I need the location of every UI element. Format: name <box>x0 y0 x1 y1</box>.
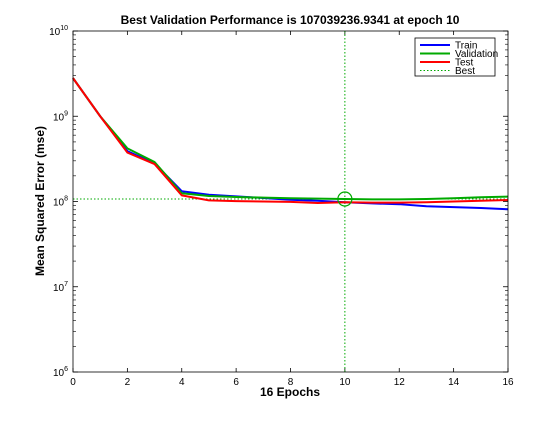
x-tick-label: 8 <box>288 377 294 388</box>
plot-frame <box>72 30 509 373</box>
y-tick-base: 10 <box>53 198 65 209</box>
y-axis-label: Mean Squared Error (mse) <box>33 126 47 276</box>
x-tick-label: 16 <box>502 377 514 388</box>
y-tick-label: 109 <box>53 110 68 123</box>
x-tick-label: 10 <box>339 377 351 388</box>
x-axis-label: 16 Epochs <box>260 385 320 399</box>
x-tick-label: 4 <box>179 377 185 388</box>
best-point-circle <box>337 191 353 207</box>
best-marker <box>337 191 353 207</box>
y-tick-exponent: 9 <box>64 110 68 117</box>
series-lines <box>72 77 509 211</box>
y-tick-label: 108 <box>53 196 68 209</box>
series-line-test <box>72 77 509 205</box>
series-line-validation <box>72 77 509 201</box>
x-tick-label: 6 <box>233 377 239 388</box>
y-tick-base: 10 <box>53 368 65 379</box>
y-tick-label: 1010 <box>49 25 68 38</box>
y-tick-base: 10 <box>49 27 61 38</box>
x-tick-label: 2 <box>125 377 131 388</box>
x-tick-label: 0 <box>70 377 76 388</box>
y-tick-base: 10 <box>53 112 65 123</box>
legend-label-best: Best <box>455 66 475 77</box>
y-tick-base: 10 <box>53 283 65 294</box>
y-tick-exponent: 8 <box>64 196 68 203</box>
legend-label-validation: Validation <box>455 49 498 60</box>
y-tick-exponent: 10 <box>60 25 68 32</box>
legend-label-test: Test <box>455 58 474 69</box>
y-tick-exponent: 7 <box>64 281 68 288</box>
legend-label-train: Train <box>455 41 477 52</box>
y-tick-exponent: 6 <box>64 366 68 373</box>
chart-title: Best Validation Performance is 107039236… <box>121 13 460 27</box>
y-tick-label: 106 <box>53 366 68 379</box>
y-tick-label: 107 <box>53 281 68 294</box>
x-tick-label: 12 <box>394 377 406 388</box>
x-tick-label: 14 <box>448 377 460 388</box>
